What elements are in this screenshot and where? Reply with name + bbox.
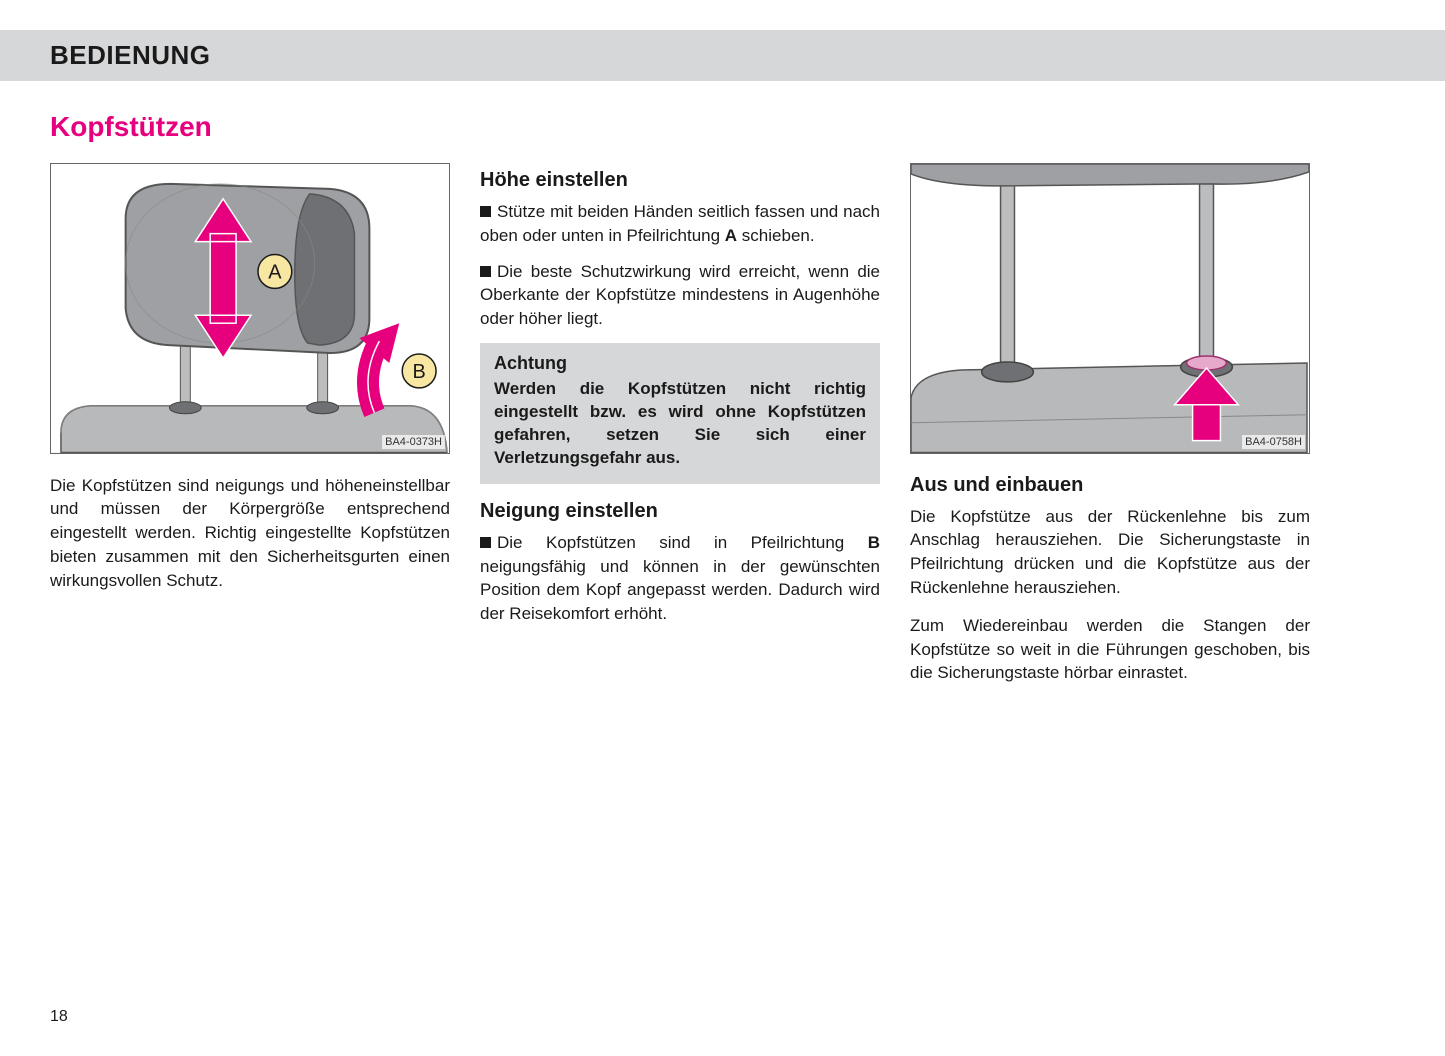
figure-2-label: BA4-0758H bbox=[1242, 435, 1305, 449]
col3-h1: Aus und einbauen bbox=[910, 474, 1310, 497]
header-bar: BEDIENUNG bbox=[0, 30, 1445, 81]
col2-p2: Die beste Schutzwirkung wird erreicht, w… bbox=[480, 260, 880, 331]
warning-title: Achtung bbox=[494, 353, 866, 374]
section-title: Kopfstützen bbox=[50, 111, 1445, 143]
col2-p3-pre: Die Kopfstützen sind in Pfeilrichtung bbox=[497, 533, 868, 552]
warning-box: Achtung Werden die Kopfstützen nicht ric… bbox=[480, 343, 880, 484]
content-columns: A B BA4-0373H Die Kopfstützen sind neigu… bbox=[0, 163, 1445, 699]
callout-a: A bbox=[268, 261, 282, 283]
col2-p1-post: schieben. bbox=[737, 226, 815, 245]
col2-p1-bold: A bbox=[725, 226, 737, 245]
callout-b: B bbox=[413, 361, 426, 383]
figure-1: A B BA4-0373H bbox=[50, 163, 450, 454]
figure-2: BA4-0758H bbox=[910, 163, 1310, 454]
col1-intro: Die Kopfstützen sind neigungs und höhen­… bbox=[50, 474, 450, 593]
headrest-remove-illustration bbox=[911, 164, 1309, 453]
col3-p2: Zum Wiedereinbau werden die Stangen der … bbox=[910, 614, 1310, 685]
bullet-icon bbox=[480, 266, 491, 277]
col2-p1-pre: Stütze mit beiden Händen seitlich fassen… bbox=[480, 202, 880, 245]
column-1: A B BA4-0373H Die Kopfstützen sind neigu… bbox=[50, 163, 450, 699]
warning-body: Werden die Kopfstützen nicht rich­tig ei… bbox=[494, 378, 866, 470]
page-number: 18 bbox=[50, 1008, 68, 1026]
col2-h1: Höhe einstellen bbox=[480, 169, 880, 192]
col3-p1: Die Kopfstütze aus der Rückenlehne bis z… bbox=[910, 505, 1310, 600]
col2-p3: Die Kopfstützen sind in Pfeilrichtung B … bbox=[480, 531, 880, 626]
col2-h2: Neigung einstellen bbox=[480, 500, 880, 523]
bullet-icon bbox=[480, 206, 491, 217]
page-header: BEDIENUNG bbox=[50, 40, 1395, 71]
col2-p3-bold: B bbox=[868, 533, 880, 552]
bullet-icon bbox=[480, 537, 491, 548]
figure-1-label: BA4-0373H bbox=[382, 435, 445, 449]
column-2: Höhe einstellen Stütze mit beiden Händen… bbox=[480, 163, 880, 699]
column-3: BA4-0758H Aus und einbauen Die Kopfstütz… bbox=[910, 163, 1310, 699]
headrest-adjust-illustration: A B bbox=[51, 164, 449, 453]
col2-p3-post: neigungsfähig und können in der gewünsch… bbox=[480, 557, 880, 624]
col2-p1: Stütze mit beiden Händen seitlich fassen… bbox=[480, 200, 880, 248]
